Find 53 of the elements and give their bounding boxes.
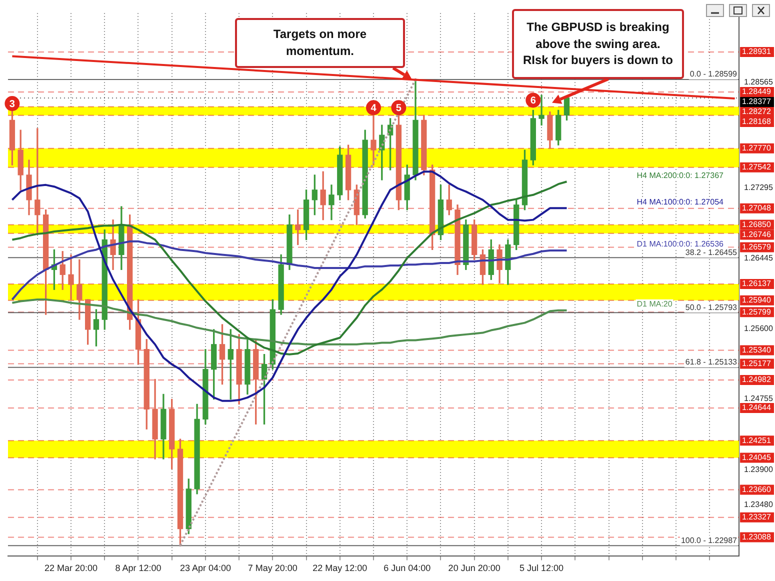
series-label: 4 <box>370 102 377 114</box>
text: H4 MA:100:0:0: 1.27054 <box>636 197 724 206</box>
ref-line-label: 1.25177 <box>742 358 772 368</box>
text: D1 MA:100:0:0: 1.26536 <box>636 240 724 249</box>
text: D1 MA:20 <box>636 300 673 309</box>
ref-line-label: 1.28377 <box>742 97 772 106</box>
ref-line-label: 1.24644 <box>742 403 772 412</box>
y-tick-label: 1.25600 <box>744 324 774 333</box>
ref-line-label: 1.26137 <box>742 279 772 288</box>
ref-line-label: 1.25940 <box>742 296 772 305</box>
ref-line-label: 1.27770 <box>742 144 772 153</box>
x-tick-label: 7 May 20:00 <box>248 563 298 574</box>
ref-line-label: 1.28272 <box>742 107 772 116</box>
ref-line-label: 1.25340 <box>742 345 772 354</box>
x-tick-label: 22 Mar 20:00 <box>44 563 98 574</box>
y-tick-label: 1.24755 <box>744 394 774 404</box>
y-tick-label: 1.28565 <box>744 78 774 87</box>
ref-line-label: 1.28931 <box>742 47 772 56</box>
ref-line-label: 1.23660 <box>742 484 772 494</box>
ref-line-label: 1.26850 <box>742 220 772 229</box>
series-label: 3 <box>9 98 16 110</box>
ref-line-label: 1.28449 <box>742 87 772 96</box>
ref-line-label: 1.24251 <box>742 436 772 445</box>
series-label: 5 <box>396 102 402 114</box>
ref-line-label: 1.24045 <box>742 452 772 462</box>
annotation: 100.0 - 1.22987 <box>680 536 738 545</box>
ref-line-label: 1.28168 <box>742 117 772 126</box>
callout: The GBPUSD is breaking above the swing area. RIsk for buyers is down to <box>512 9 684 79</box>
y-tick-label: 1.26445 <box>744 254 774 263</box>
x-tick-label: 8 Apr 12:00 <box>115 563 162 574</box>
annotation: 61.8 - 1.25133 <box>685 358 738 367</box>
ref-line-label: 1.27048 <box>742 204 772 213</box>
ref-line-label: 1.27542 <box>742 162 772 172</box>
ref-line-label: 1.26579 <box>742 242 772 252</box>
x-tick-label: 20 Jun 20:00 <box>448 563 500 574</box>
annotation: 38.2 - 1.26455 <box>685 248 738 257</box>
series-label: 6 <box>530 95 536 106</box>
ref-line-label: 1.23327 <box>742 512 772 522</box>
ref-line-label: 1.25799 <box>742 307 772 316</box>
ref-line-label: 1.26746 <box>742 230 772 239</box>
callout: Targets on more momentum. <box>235 18 405 68</box>
annotation: 50.0 - 1.25793 <box>685 302 738 312</box>
x-tick-label: 23 Apr 04:00 <box>180 563 231 574</box>
ref-line-label: 1.23088 <box>742 532 772 542</box>
y-tick-label: 1.23900 <box>744 465 774 474</box>
y-tick-label: 1.23480 <box>744 500 774 509</box>
x-tick-label: 5 Jul 12:00 <box>520 563 564 574</box>
annotation: 0.0 - 1.28599 <box>690 70 738 79</box>
text: H4 MA:200:0:0: 1.27367 <box>636 170 724 180</box>
ref-line-label: 1.24982 <box>742 375 772 384</box>
y-tick-label: 1.27295 <box>744 183 774 192</box>
x-tick-label: 22 May 12:00 <box>312 563 368 574</box>
x-tick-label: 6 Jun 04:00 <box>384 563 431 574</box>
